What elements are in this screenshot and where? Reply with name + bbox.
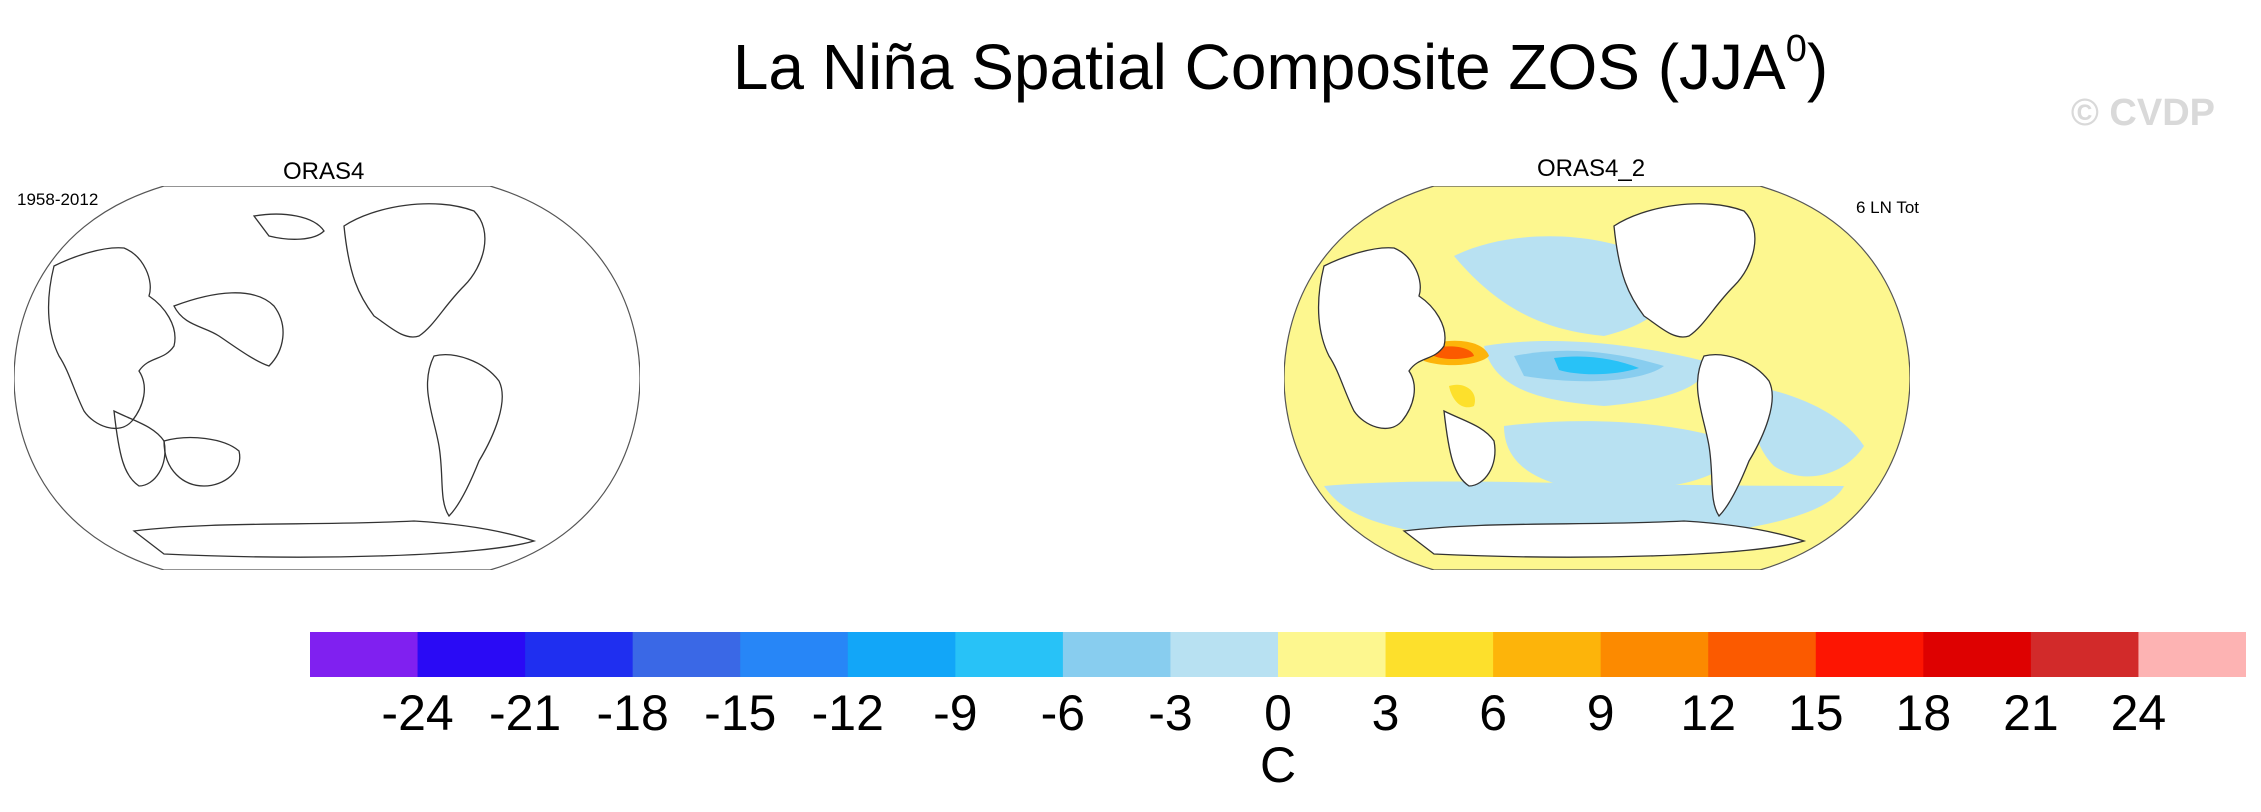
field-neg-south [1504, 421, 1744, 490]
colorbar-tick-label: 3 [1371, 685, 1400, 741]
colorbar-tick-label: 12 [1680, 685, 1737, 741]
cvdp-watermark: © CVDP [2070, 92, 2215, 134]
colorbar-tick-label: -12 [811, 685, 884, 741]
colorbar-tick-label: -3 [1148, 685, 1193, 741]
colorbar-box [1600, 632, 1709, 677]
panel-left-title: ORAS4 [283, 158, 365, 185]
field-neg-atlantic [1752, 386, 1864, 477]
field-neg-pacific-north [1454, 236, 1670, 336]
colorbar-tick-label: 21 [2003, 685, 2059, 741]
field-pos-indonesia [1449, 384, 1475, 408]
panel-right-title: ORAS4_2 [1537, 155, 1646, 182]
colorbar-tick-label: -9 [933, 685, 978, 741]
colorbar-box [2138, 632, 2246, 677]
panel-left-period: 1958-2012 [17, 190, 99, 209]
colorbar-tick-label: -24 [381, 685, 454, 741]
colorbar-tick-label: 9 [1586, 685, 1615, 741]
colorbar-tick-label: 18 [1895, 685, 1952, 741]
colorbar-box [1708, 632, 1817, 677]
map-left [14, 186, 640, 570]
colorbar-tick-label: -18 [596, 685, 669, 741]
colorbar [310, 632, 2246, 677]
colorbar-box [1385, 632, 1494, 677]
colorbar-tick-label: 6 [1479, 685, 1508, 741]
colorbar-box [310, 632, 419, 677]
map-right-outline [1284, 186, 1910, 570]
colorbar-box [1493, 632, 1602, 677]
map-left-coastlines [47, 203, 537, 558]
field-pos-warmpool-core [1434, 346, 1474, 359]
colorbar-box [1062, 632, 1171, 677]
figure-title: La Niña Spatial Composite ZOS (JJA0) [0, 27, 2261, 104]
colorbar-tick-label: -15 [704, 685, 777, 741]
colorbar-box [1815, 632, 1924, 677]
colorbar-box [632, 632, 741, 677]
colorbar-tick-label: 24 [2110, 685, 2167, 741]
figure-title-end: ) [1806, 31, 1829, 103]
colorbar-box [1170, 632, 1279, 677]
colorbar-box [2030, 632, 2139, 677]
colorbar-box [1923, 632, 2032, 677]
colorbar-box [847, 632, 956, 677]
map-left-outline [14, 186, 640, 570]
colorbar-box [417, 632, 526, 677]
colorbar-tick-label: -6 [1040, 685, 1086, 741]
colorbar-box [955, 632, 1064, 677]
colorbar-units: C [1259, 737, 1297, 793]
figure-title-superscript: 0 [1785, 27, 1807, 70]
map-right [1284, 186, 1910, 570]
colorbar-box [525, 632, 634, 677]
map-right-land [1317, 203, 1807, 558]
field-neg-core-inner [1554, 356, 1639, 375]
colorbar-tick-label: 15 [1787, 685, 1844, 741]
colorbar-box [740, 632, 849, 677]
colorbar-tick-label: 0 [1264, 685, 1292, 741]
colorbar-tick-label: -21 [488, 685, 562, 741]
panel-right-note: 6 LN Tot [1856, 198, 1920, 217]
figure-title-main: La Niña Spatial Composite ZOS (JJA [732, 31, 1786, 103]
colorbar-box [1278, 632, 1387, 677]
map-right-field [1284, 186, 1910, 570]
